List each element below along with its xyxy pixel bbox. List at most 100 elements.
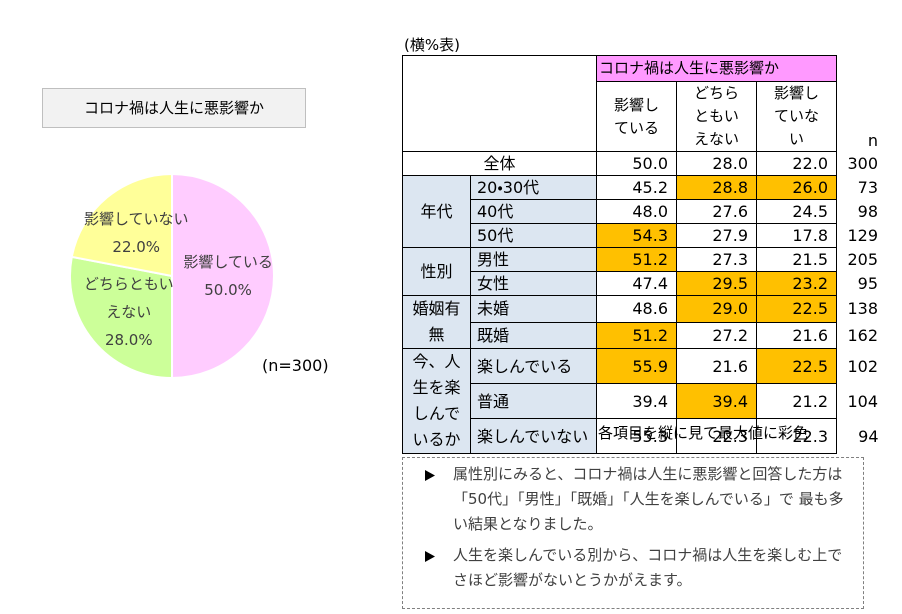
- slice-value: 22.0%: [112, 237, 161, 256]
- data-row: 40代 48.0 27.6 24.5 98: [403, 199, 891, 224]
- row-label: 楽しんでいる: [470, 348, 597, 384]
- cell-n: 104: [847, 391, 878, 411]
- note-text: 属性別にみると、コロナ禍は人生に悪影響と回答した方は「50代」「男性」「既婚」「…: [453, 465, 844, 533]
- notes-box: 属性別にみると、コロナ禍は人生に悪影響と回答した方は「50代」「男性」「既婚」「…: [402, 457, 864, 609]
- pie-title: コロナ禍は人生に悪影響か: [42, 88, 306, 128]
- cell-value: 29.0: [676, 295, 757, 323]
- group-label: 年代: [402, 175, 471, 248]
- cell-n: 138: [847, 299, 878, 319]
- cell-n: 102: [847, 356, 878, 376]
- slice-value: 28.0%: [104, 330, 153, 349]
- cell-n: 95: [857, 274, 878, 293]
- cell-value: 26.0: [756, 175, 837, 200]
- cell-value: 48.6: [596, 295, 677, 323]
- data-row: 既婚 51.2 27.2 21.6 162: [403, 321, 891, 349]
- slice-value: 50.0%: [204, 281, 252, 299]
- cell-value: 54.3: [596, 223, 677, 248]
- slice-category: どちらともいえない: [83, 274, 174, 321]
- group-label: 婚姻有無: [402, 295, 471, 349]
- note-item: 人生を楽しんでいる別から、コロナ禍は人生を楽しむ上でさほど影響がないとうかがえま…: [403, 543, 863, 593]
- row-label: 50代: [470, 223, 597, 248]
- cell-value: 39.4: [676, 383, 757, 419]
- header-group: コロナ禍は人生に悪影響か: [596, 55, 837, 82]
- header-row: コロナ禍は人生に悪影響か: [402, 55, 891, 152]
- cell-value: 51.2: [596, 321, 677, 349]
- cell-value: 55.9: [596, 348, 677, 384]
- cell-value: 28.8: [676, 175, 757, 200]
- cell-value: 47.4: [596, 271, 677, 296]
- cell-value: 55.3: [596, 418, 677, 454]
- cell-n: 98: [857, 202, 878, 221]
- cell-n: 205: [847, 250, 878, 269]
- cell-value: 17.8: [756, 223, 837, 248]
- row-label: 普通: [470, 383, 597, 419]
- slice-label: どちらともいえない 28.0%: [83, 270, 175, 354]
- blank: [837, 56, 891, 82]
- pie-slice: [70, 172, 173, 278]
- row-label: 楽しんでいない: [470, 418, 597, 454]
- data-row: 今、人生を楽しんでいるか 楽しんでいる 55.9 21.6 22.5 102: [402, 348, 891, 454]
- row-label: 20・30代: [470, 175, 597, 200]
- bullet-shape: [425, 470, 435, 481]
- cell-value: 27.3: [676, 247, 757, 272]
- cell-value: 48.0: [596, 199, 677, 224]
- data-row: 50代 54.3 27.9 17.8 129: [403, 223, 891, 248]
- slice-category: 影響している: [183, 253, 273, 271]
- cell-value: 22.5: [756, 295, 837, 323]
- column-header: 影響していない: [756, 81, 837, 152]
- slice-category: 影響していない: [83, 209, 189, 228]
- cell-n: 162: [847, 325, 878, 345]
- cell-n: 300: [847, 154, 878, 173]
- row-label: 既婚: [470, 321, 597, 349]
- cell-value: 27.9: [676, 223, 757, 248]
- subheader-row: 影響している どちらともいえない 影響していない n: [403, 81, 891, 152]
- data-row: 性別 男性 51.2 27.3 21.5 205: [402, 247, 891, 296]
- slice-label: 影響している 50.0%: [173, 248, 283, 304]
- cell-value: 22.0: [756, 151, 837, 176]
- data-table: コロナ禍は人生に悪影響か 影響している どちらともいえない 影響していない n 全体 50.…: [402, 55, 891, 454]
- cell-value: 23.2: [756, 271, 837, 296]
- cell-value: 21.2: [756, 383, 837, 419]
- cell-value: 22.5: [756, 348, 837, 384]
- row-label: 全体: [402, 151, 597, 176]
- data-row: 全体 50.0 28.0 22.0 300: [402, 151, 891, 176]
- cell-value: 51.2: [596, 247, 677, 272]
- group-label: 今、人生を楽しんでいるか: [402, 348, 471, 454]
- cell-value: 27.2: [676, 321, 757, 349]
- table-caption: (横%表): [404, 36, 460, 54]
- pie-slice: [171, 172, 275, 380]
- data-row: 普通 39.4 39.4 21.2 104: [403, 383, 891, 419]
- cell-value: 21.6: [756, 321, 837, 349]
- slice-label: 影響していない 22.0%: [81, 205, 191, 261]
- cell-value: 28.0: [676, 151, 757, 176]
- data-row: 年代 20・30代 45.2 28.8 26.0 73: [402, 175, 891, 248]
- bullet: [425, 470, 435, 481]
- cell-value: 24.5: [756, 199, 837, 224]
- cell-value: 21.6: [676, 348, 757, 384]
- cell-value: 39.4: [596, 383, 677, 419]
- data-row: 楽しんでいない 55.3 22.3 22.3 94: [403, 418, 891, 454]
- cell-value: 50.0: [596, 151, 677, 176]
- note-item: 属性別にみると、コロナ禍は人生に悪影響と回答した方は「50代」「男性」「既婚」「…: [403, 462, 863, 537]
- group-label: 性別: [402, 247, 471, 296]
- data-row: 婚姻有無 未婚 48.6 29.0 22.5 138: [402, 295, 891, 349]
- cell-value: 29.5: [676, 271, 757, 296]
- cell-value: 27.6: [676, 199, 757, 224]
- corner: [402, 55, 597, 152]
- bullet: [425, 551, 435, 562]
- row-label: 女性: [470, 271, 597, 296]
- column-header: 影響している: [596, 81, 677, 152]
- row-label: 男性: [470, 247, 597, 272]
- cell-n: 73: [857, 178, 878, 197]
- cell-n: 94: [858, 426, 879, 446]
- pie-chart: [69, 172, 275, 380]
- cell-n: 129: [847, 226, 878, 245]
- pie-slice: [69, 255, 173, 380]
- cell-value: 21.5: [756, 247, 837, 272]
- note-text: 人生を楽しんでいる別から、コロナ禍は人生を楽しむ上でさほど影響がないとうかがえま…: [453, 546, 843, 589]
- column-header: どちらともいえない: [676, 81, 757, 152]
- bullet-shape: [425, 551, 435, 562]
- cell-value: 45.2: [596, 175, 677, 200]
- data-row: 女性 47.4 29.5 23.2 95: [403, 271, 891, 296]
